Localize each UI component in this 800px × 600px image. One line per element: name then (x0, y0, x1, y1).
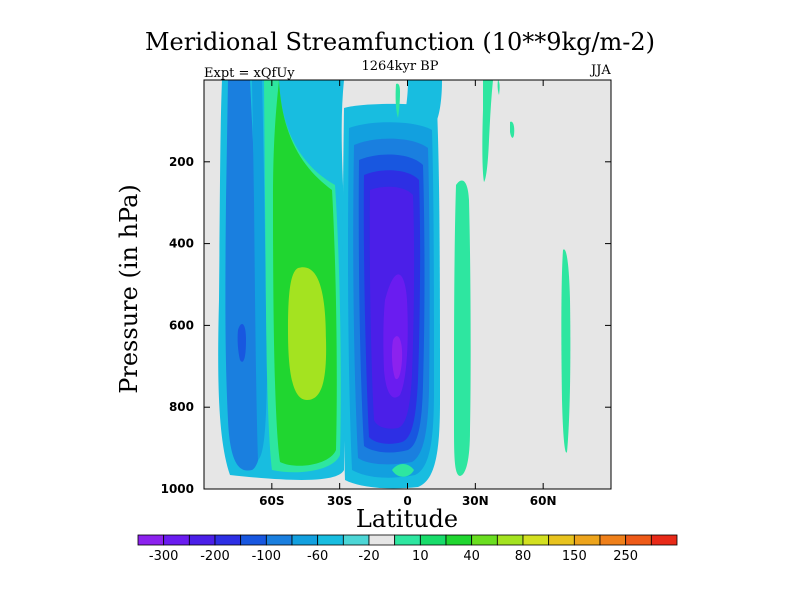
colorbar-swatch (214, 534, 242, 546)
contour-nh-streak-1 (482, 80, 493, 182)
colorbar-label: -60 (307, 549, 328, 564)
experiment-label: Expt = xQfUy (204, 66, 295, 81)
y-tick-label: 1000 (161, 482, 194, 496)
contour-nh-strip (454, 180, 471, 476)
contour-nh-streak-2 (497, 80, 500, 95)
contour-sh-lightblue (252, 80, 267, 460)
colorbar-swatch (548, 534, 575, 546)
y-axis-title: Pressure (in hPa) (115, 184, 143, 394)
contour-sh-lightgreen (288, 267, 327, 400)
colorbar-swatch (471, 534, 498, 546)
contour-sh-blue-2 (237, 324, 246, 362)
contour-tr-purple (383, 274, 408, 398)
chart-title: Meridional Streamfunction (10**9kg/m-2) (144, 28, 656, 56)
x-tick-label: 0 (403, 494, 411, 508)
colorbar-label: 250 (613, 549, 638, 564)
x-axis-title: Latitude (356, 505, 458, 533)
colorbar-label: 10 (412, 549, 429, 564)
colorbar-label: -300 (149, 549, 179, 564)
contour-eq-streak (395, 83, 400, 118)
x-axis: 60S 30S 0 30N 60N (259, 80, 557, 508)
contour-eq-bump (392, 464, 414, 477)
colorbar-swatch (599, 534, 627, 546)
colorbar-label: -100 (252, 549, 282, 564)
x-tick-label: 60N (530, 494, 557, 508)
colorbar-swatch (265, 534, 293, 546)
colorbar-swatch (342, 534, 370, 546)
y-tick-label: 600 (169, 318, 194, 332)
colorbar-swatch (163, 534, 190, 546)
colorbar-swatch (522, 534, 550, 546)
y-tick-label: 800 (169, 400, 194, 414)
colorbar-swatch (368, 534, 396, 546)
colorbar-label: -20 (358, 549, 379, 564)
colorbar-swatch (445, 534, 473, 546)
y-axis: 200 400 600 800 1000 (161, 155, 611, 496)
colorbar-swatch (394, 534, 421, 546)
contour-fills (218, 80, 571, 489)
colorbar-label: 80 (515, 549, 532, 564)
contour-tr-deeppurple (391, 336, 403, 380)
y-tick-label: 200 (169, 155, 194, 169)
colorbar-swatch (240, 534, 267, 546)
colorbar-swatch (573, 534, 601, 546)
chart-subtitle: 1264kyr BP (361, 59, 439, 74)
colorbar-swatch (625, 534, 652, 546)
colorbar-swatch (496, 534, 524, 546)
colorbar-swatch (291, 534, 319, 546)
y-tick-label: 400 (169, 237, 194, 251)
x-tick-label: 30N (462, 494, 489, 508)
colorbar-swatch (317, 534, 344, 546)
colorbar: -300 -200 -100 -60 -20 10 40 80 150 250 (137, 534, 678, 564)
contour-top-cyan (404, 80, 442, 122)
colorbar-swatch (419, 534, 447, 546)
x-tick-label: 60S (259, 494, 284, 508)
x-tick-label: 30S (327, 494, 352, 508)
colorbar-label: 150 (562, 549, 587, 564)
colorbar-label: 40 (463, 549, 480, 564)
colorbar-label: -200 (200, 549, 230, 564)
season-label: JJA (591, 63, 611, 78)
colorbar-swatch (650, 534, 678, 546)
colorbar-swatch (188, 534, 216, 546)
contour-nh-highlat (561, 249, 571, 453)
contour-nh-streak-3 (510, 121, 515, 138)
colorbar-swatch (137, 534, 165, 546)
